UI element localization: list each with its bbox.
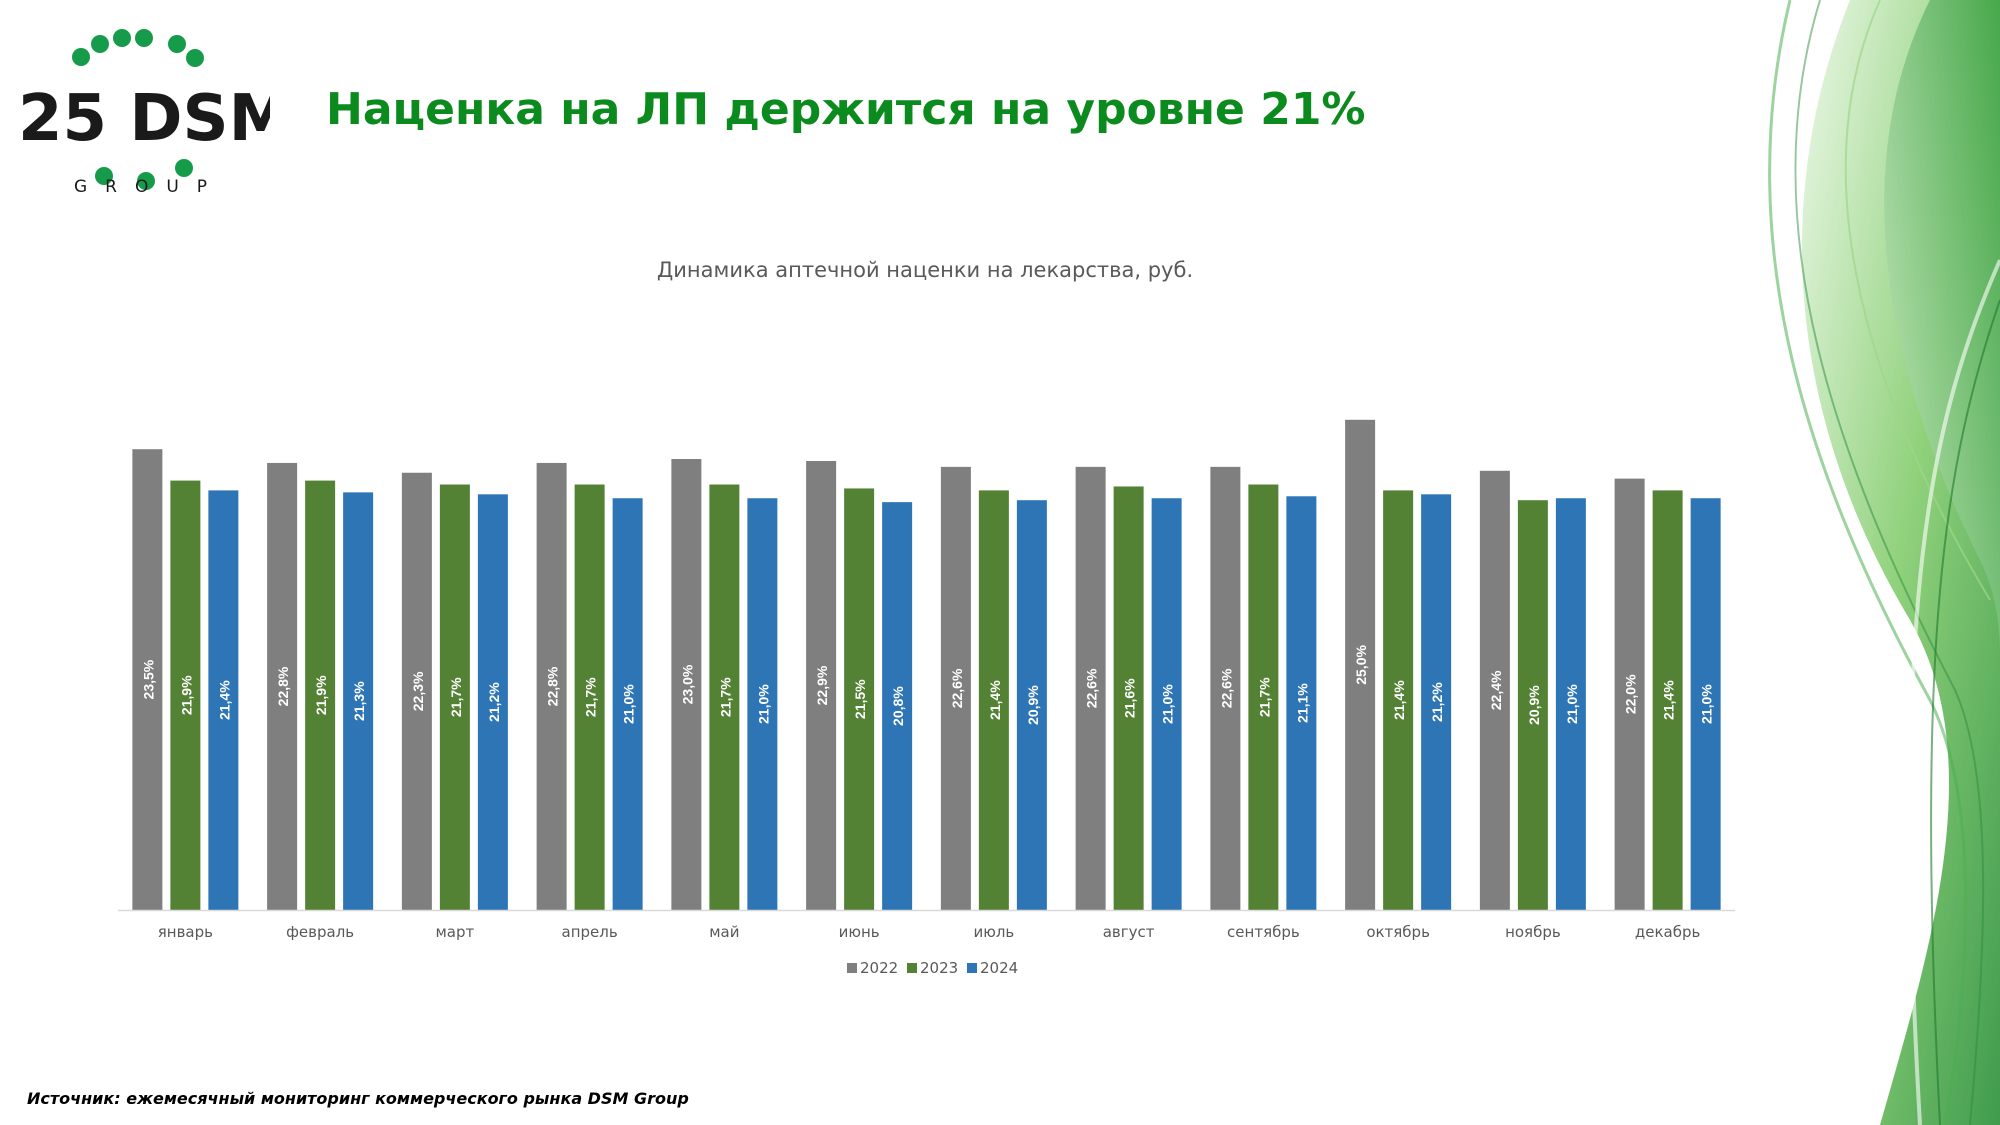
bar-2024-7 [1016, 500, 1047, 910]
bar-2022-5 [671, 459, 702, 910]
data-label: 21,1% [1294, 683, 1310, 723]
logo-dots [72, 29, 204, 190]
bar-2022-7 [940, 466, 971, 910]
data-label: 22,8% [275, 666, 291, 706]
legend-swatch-2024 [967, 963, 977, 973]
bar-2024-10 [1421, 494, 1452, 910]
bar-2022-9 [1210, 466, 1241, 910]
bar-2022-3 [401, 472, 432, 910]
data-label: 21,4% [216, 680, 232, 720]
data-label: 21,9% [313, 675, 329, 715]
data-label: 22,4% [1488, 670, 1504, 710]
bar-2024-3 [477, 494, 508, 910]
legend-label: 2024 [980, 959, 1018, 977]
x-tick-label: март [435, 923, 474, 941]
data-label: 21,3% [351, 681, 367, 721]
x-tick-label: декабрь [1635, 923, 1700, 941]
legend-swatch-2023 [907, 963, 917, 973]
bar-2023-9 [1248, 484, 1279, 910]
bar-2024-9 [1286, 496, 1317, 910]
bar-2023-5 [709, 484, 740, 910]
x-tick-label: февраль [286, 923, 354, 941]
data-label: 22,3% [410, 671, 426, 711]
data-label: 22,8% [545, 666, 561, 706]
legend-label: 2022 [860, 959, 898, 977]
bar-2023-10 [1383, 490, 1414, 910]
data-label: 21,9% [178, 675, 194, 715]
data-label: 21,7% [717, 677, 733, 717]
bar-2024-12 [1690, 498, 1721, 910]
bar-2022-11 [1479, 470, 1510, 910]
x-tick-label: июнь [839, 923, 880, 941]
data-label: 22,6% [1084, 668, 1100, 708]
data-label: 21,7% [1256, 677, 1272, 717]
chart-title: Динамика аптечной наценки на лекарства, … [656, 258, 1194, 282]
data-label: 21,0% [1160, 684, 1176, 724]
data-label: 21,7% [448, 677, 464, 717]
slide-title: Наценка на ЛП держится на уровне 21% [326, 84, 1366, 135]
data-label: 21,6% [1122, 678, 1138, 718]
decorative-swirl [1768, 0, 2000, 1125]
source-note: Источник: ежемесячный мониторинг коммерч… [27, 1089, 689, 1108]
x-tick-label: ноябрь [1505, 923, 1561, 941]
bar-2022-6 [806, 460, 837, 910]
data-label: 23,0% [679, 664, 695, 704]
bar-2023-2 [305, 480, 336, 910]
data-label: 21,4% [1661, 680, 1677, 720]
legend-swatch-2022 [847, 963, 857, 973]
data-label: 21,0% [755, 684, 771, 724]
x-tick-label: январь [158, 923, 213, 941]
bar-2024-1 [208, 490, 239, 910]
data-label: 21,5% [852, 679, 868, 719]
bar-2022-1 [132, 449, 163, 910]
data-label: 21,0% [1564, 684, 1580, 724]
data-label: 22,6% [1218, 668, 1234, 708]
dsm-group-logo: 25 DSM GROUP [18, 29, 270, 195]
bar-2024-5 [747, 498, 778, 910]
x-tick-label: июль [973, 923, 1014, 941]
data-label: 21,7% [583, 677, 599, 717]
logo-subtext: GROUP [74, 177, 225, 195]
data-label: 20,9% [1526, 685, 1542, 725]
bar-2023-1 [170, 480, 201, 910]
bar-2023-8 [1113, 486, 1144, 910]
bar-2023-3 [439, 484, 470, 910]
data-label: 20,9% [1025, 685, 1041, 725]
legend-label: 2023 [920, 959, 958, 977]
x-tick-label: апрель [562, 923, 618, 941]
bar-2024-11 [1555, 498, 1586, 910]
x-tick-label: май [709, 923, 739, 941]
data-label: 21,4% [1391, 680, 1407, 720]
data-label: 21,0% [621, 684, 637, 724]
bar-2024-8 [1151, 498, 1182, 910]
data-label: 21,2% [486, 682, 502, 722]
x-tick-label: сентябрь [1227, 923, 1300, 941]
bar-2022-12 [1614, 478, 1645, 910]
bar-2024-6 [882, 502, 913, 910]
bar-2023-4 [574, 484, 605, 910]
data-label: 21,2% [1429, 682, 1445, 722]
bar-2022-2 [267, 462, 298, 910]
data-label: 23,5% [140, 659, 156, 699]
x-tick-label: август [1103, 923, 1155, 941]
data-label: 20,8% [890, 686, 906, 726]
data-label: 25,0% [1353, 645, 1369, 685]
data-label: 21,0% [1699, 684, 1715, 724]
bar-2023-12 [1652, 490, 1683, 910]
data-label: 21,4% [987, 680, 1003, 720]
bar-2022-10 [1345, 419, 1376, 910]
bar-2023-6 [844, 488, 875, 910]
logo-text: 25 DSM [18, 82, 270, 156]
bar-2022-4 [536, 462, 567, 910]
data-label: 22,6% [949, 668, 965, 708]
bar-2023-7 [978, 490, 1009, 910]
bar-2022-8 [1075, 466, 1106, 910]
x-tick-label: октябрь [1366, 923, 1430, 941]
bar-2023-11 [1517, 500, 1548, 910]
data-label: 22,0% [1623, 674, 1639, 714]
bar-2024-4 [612, 498, 643, 910]
bar-2024-2 [343, 492, 374, 910]
data-label: 22,9% [814, 665, 830, 705]
